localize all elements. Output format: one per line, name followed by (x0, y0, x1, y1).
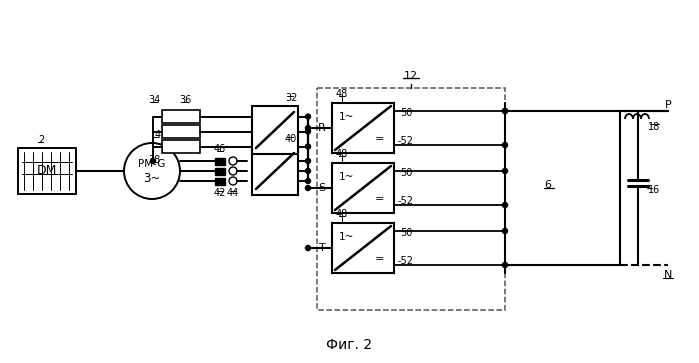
Text: 1~: 1~ (338, 172, 354, 182)
Bar (332, 103, 394, 153)
Text: 3~: 3~ (143, 172, 161, 185)
Circle shape (305, 114, 310, 119)
Text: N: N (664, 270, 672, 280)
Circle shape (305, 129, 310, 134)
Text: 44: 44 (227, 188, 239, 198)
Circle shape (150, 159, 155, 163)
Text: 2: 2 (38, 135, 44, 145)
Bar (332, 163, 394, 213)
Text: 42: 42 (214, 188, 226, 198)
Text: R: R (318, 123, 326, 133)
Circle shape (503, 203, 507, 208)
Text: P: P (665, 100, 671, 110)
Circle shape (503, 109, 507, 114)
Text: 46: 46 (214, 144, 226, 154)
Circle shape (503, 168, 507, 174)
Text: -52: -52 (398, 196, 414, 206)
Text: =: = (375, 134, 384, 144)
Text: 50: 50 (400, 228, 412, 238)
Circle shape (305, 159, 310, 163)
Bar (252, 106, 298, 154)
Text: Фиг. 2: Фиг. 2 (326, 338, 372, 352)
Text: 16: 16 (648, 185, 660, 195)
Bar (18, 148, 76, 194)
Text: 48: 48 (336, 149, 348, 159)
Text: 50: 50 (400, 108, 412, 118)
Circle shape (503, 109, 507, 114)
Text: 36: 36 (179, 95, 191, 105)
Text: 12: 12 (404, 71, 418, 81)
Bar (215, 167, 225, 175)
Text: 40: 40 (285, 134, 297, 144)
Circle shape (305, 144, 310, 149)
Text: PM-G: PM-G (138, 159, 166, 169)
Bar (215, 178, 225, 184)
Text: -52: -52 (398, 256, 414, 266)
Text: -52: -52 (398, 136, 414, 146)
Bar (162, 140, 200, 153)
Circle shape (305, 185, 310, 191)
Circle shape (503, 262, 507, 268)
Text: 4: 4 (155, 130, 161, 140)
Bar (332, 223, 394, 273)
Text: =: = (375, 194, 384, 204)
Bar (215, 158, 225, 164)
Text: 1~: 1~ (338, 112, 354, 122)
Text: 1~: 1~ (338, 232, 354, 242)
Text: 48: 48 (336, 89, 348, 99)
Text: =: = (375, 254, 384, 264)
Bar (252, 147, 298, 195)
Text: 50: 50 (400, 168, 412, 178)
Text: 34: 34 (148, 95, 160, 105)
Circle shape (305, 168, 310, 174)
Text: 48: 48 (336, 209, 348, 219)
Text: 38: 38 (148, 155, 160, 165)
Text: S: S (319, 183, 326, 193)
Circle shape (503, 228, 507, 233)
Text: 6: 6 (545, 180, 552, 190)
Bar (162, 125, 200, 138)
Circle shape (503, 143, 507, 147)
Text: 18: 18 (648, 122, 660, 132)
Bar (162, 110, 200, 123)
Bar (317, 88, 505, 310)
Text: 32: 32 (284, 93, 297, 103)
Circle shape (305, 179, 310, 184)
Text: T: T (319, 243, 325, 253)
Text: DM: DM (37, 164, 57, 178)
Circle shape (305, 245, 310, 250)
Circle shape (305, 126, 310, 131)
